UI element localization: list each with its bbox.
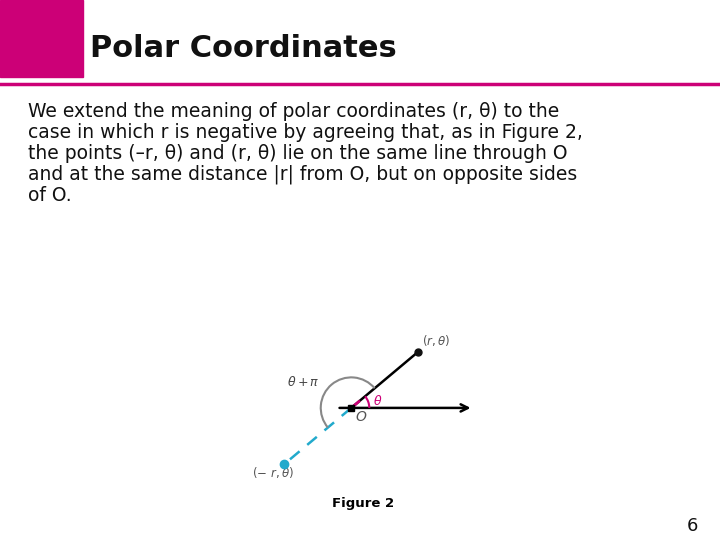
Text: $(r, \theta)$: $(r, \theta)$: [422, 333, 451, 348]
Text: We extend the meaning of polar coordinates (r, θ) to the: We extend the meaning of polar coordinat…: [28, 102, 559, 121]
Text: of O.: of O.: [28, 186, 71, 205]
Text: 6: 6: [687, 517, 698, 535]
Text: case in which r is negative by agreeing that, as in Figure 2,: case in which r is negative by agreeing …: [28, 123, 583, 141]
Text: $O$: $O$: [356, 410, 368, 424]
Text: Polar Coordinates: Polar Coordinates: [90, 34, 397, 63]
Bar: [0, 0, 83, 77]
Text: $(-\ r, \theta)$: $(-\ r, \theta)$: [253, 465, 294, 480]
Text: $\theta + \pi$: $\theta + \pi$: [287, 375, 320, 389]
Text: and at the same distance |r| from O, but on opposite sides: and at the same distance |r| from O, but…: [28, 165, 577, 184]
Text: $\theta$: $\theta$: [373, 394, 382, 408]
Text: Figure 2: Figure 2: [332, 497, 394, 510]
Text: the points (–r, θ) and (r, θ) lie on the same line through O: the points (–r, θ) and (r, θ) lie on the…: [28, 144, 567, 163]
